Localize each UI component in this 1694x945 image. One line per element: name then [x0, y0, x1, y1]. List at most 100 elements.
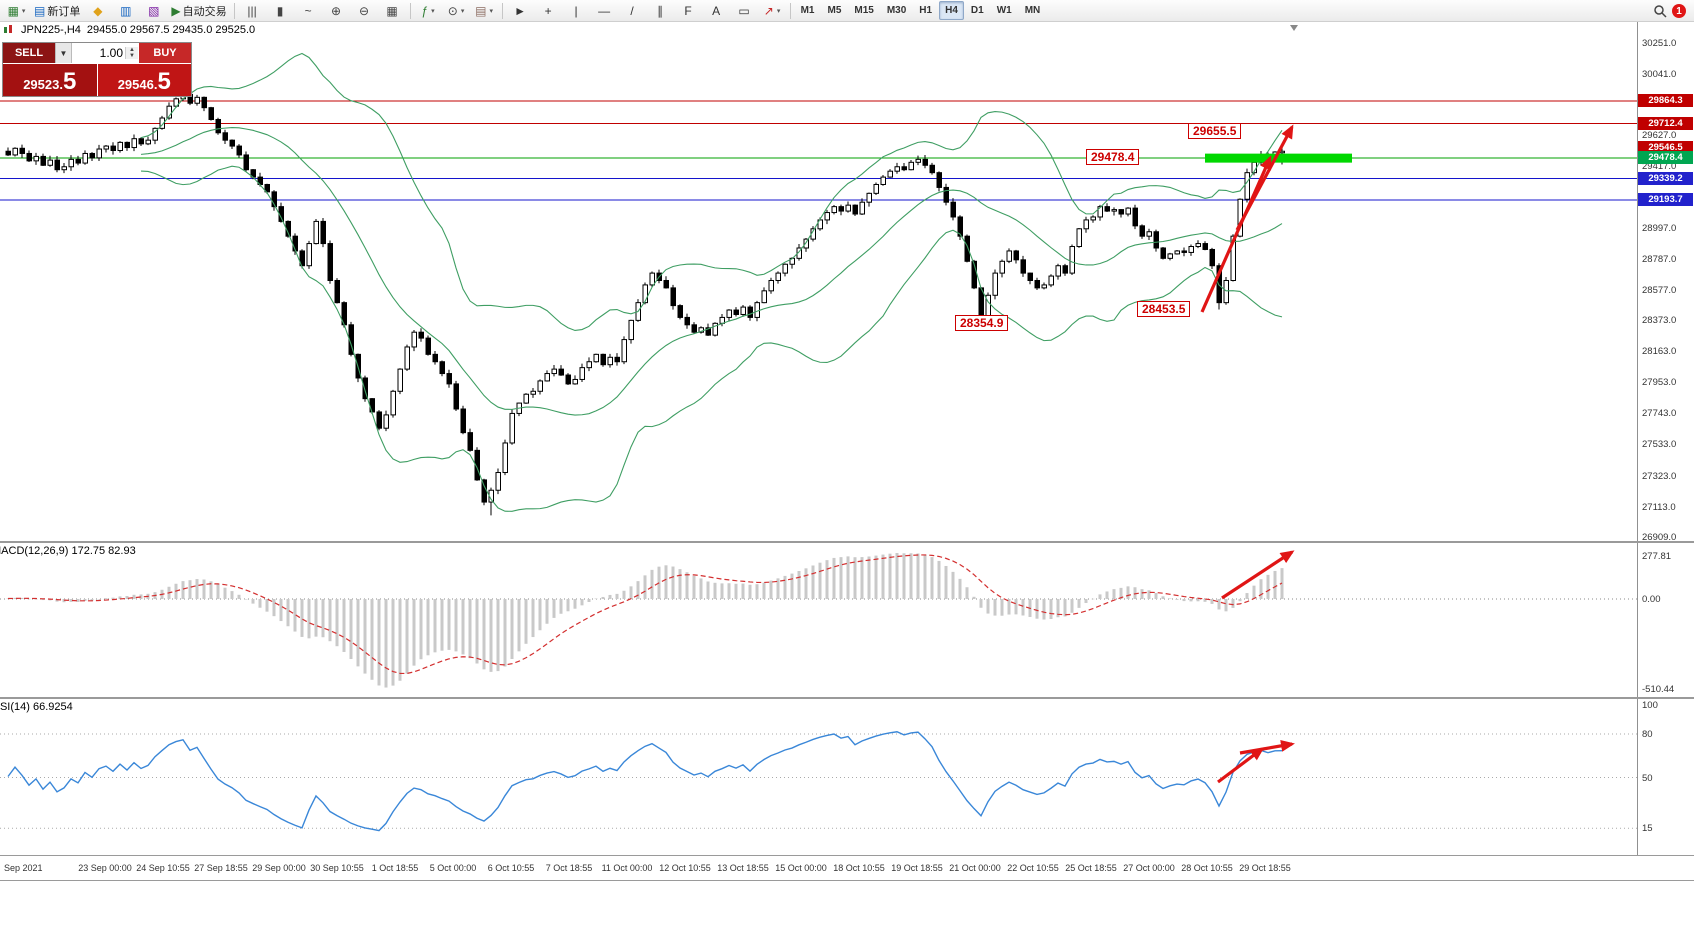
main-chart-panel[interactable] — [0, 22, 1637, 541]
candle — [999, 260, 1005, 274]
indicators-icon[interactable]: ƒ ▾ — [421, 3, 435, 18]
macd-rsi-splitter[interactable] — [0, 697, 1694, 699]
macd-histogram-bar — [475, 599, 479, 664]
candlestick-chart-icon[interactable]: ▮ — [276, 3, 284, 18]
price-annotation-label[interactable]: 28453.5 — [1137, 300, 1191, 317]
zoom-in-icon[interactable]: ⊕ — [331, 3, 342, 18]
zoom-out-icon[interactable]: ⊖ — [359, 3, 370, 18]
text-icon[interactable]: A — [712, 3, 721, 18]
navigator-icon[interactable]: ▧ — [148, 3, 160, 18]
macd-histogram-bar — [202, 579, 206, 599]
tile-windows-icon[interactable]: ▦ — [386, 3, 398, 18]
price-annotation-label[interactable]: 29478.4 — [1086, 149, 1140, 166]
candle — [152, 127, 158, 141]
horizontal-line-icon[interactable]: — — [598, 3, 611, 18]
volume-field: ▲ ▼ — [72, 43, 138, 63]
time-axis[interactable]: Sep 2021 23 Sep 00:00 24 Sep 10:55 27 Sep 1… — [0, 856, 1694, 880]
trend-arrow[interactable] — [1200, 155, 1272, 313]
data-window-icon[interactable]: ▥ — [120, 3, 132, 18]
macd-histogram-bar — [727, 583, 731, 599]
price-axis[interactable]: 30251.030041.029627.029417.029207.028997… — [1637, 22, 1694, 880]
candle — [691, 324, 697, 333]
trend-arrow[interactable] — [1221, 550, 1295, 600]
candle — [474, 449, 480, 481]
price-axis-tick: 27113.0 — [1642, 501, 1676, 513]
trendline-icon[interactable]: / — [630, 3, 634, 18]
macd-histogram-bar — [1063, 599, 1067, 617]
channel-icon[interactable]: ∥ — [657, 3, 664, 18]
timeframe-m1[interactable]: M1 — [800, 5, 815, 16]
time-axis-label: 27 Sep 18:55 — [194, 863, 248, 873]
new-order-button[interactable]: ▤ 新订单 — [34, 3, 81, 18]
crosshair-icon[interactable]: + — [544, 3, 552, 18]
timeframe-m15[interactable]: M15 — [854, 5, 874, 16]
search-icon[interactable] — [1653, 4, 1667, 18]
price-annotation-label[interactable]: 29655.5 — [1188, 122, 1242, 139]
candle — [1048, 275, 1054, 286]
template-icon[interactable]: ▤ ▾ — [475, 3, 493, 18]
sell-price-button[interactable]: 29523. 5 — [3, 64, 98, 96]
trend-arrow[interactable] — [1217, 747, 1265, 784]
candle — [1020, 259, 1026, 274]
chart-shift-marker[interactable] — [1290, 25, 1298, 31]
periods-icon[interactable]: ⊙ ▾ — [447, 3, 465, 18]
candle — [425, 337, 431, 355]
macd-panel[interactable] — [0, 543, 1637, 697]
volume-decrease-button[interactable]: ▼ — [126, 53, 138, 59]
candle — [530, 390, 536, 395]
chart-symbol-period: JPN225-,H4 — [21, 24, 81, 36]
bar-chart-icon[interactable]: ||| — [247, 3, 257, 18]
candle — [971, 260, 977, 289]
volume-input[interactable] — [72, 46, 125, 60]
order-type-dropdown[interactable]: ▼ — [55, 43, 72, 63]
macd-axis-tick: 277.81 — [1642, 551, 1672, 562]
macd-histogram-bar — [776, 578, 780, 599]
timeframe-m30[interactable]: M30 — [886, 5, 907, 16]
timeframe-d1[interactable]: D1 — [970, 5, 984, 16]
macd-histogram-bar — [1189, 599, 1193, 602]
fibonacci-icon[interactable]: F — [684, 3, 692, 18]
buy-price-button[interactable]: 29546. 5 — [97, 64, 191, 96]
timeframe-h4[interactable]: H4 — [939, 1, 964, 20]
timeframe-m5[interactable]: M5 — [827, 5, 842, 16]
autotrading-button[interactable]: ▶ 自动交易 — [171, 3, 227, 18]
candle — [1055, 265, 1061, 277]
buy-label[interactable]: BUY — [138, 43, 191, 63]
timeframe-mn[interactable]: MN — [1024, 5, 1041, 16]
macd-histogram-bar — [531, 599, 535, 638]
label-icon[interactable]: ▭ — [738, 3, 750, 18]
macd-histogram-bar — [594, 598, 598, 600]
timeframe-w1[interactable]: W1 — [996, 5, 1012, 16]
candle — [509, 412, 515, 444]
support-zone-bar[interactable] — [1205, 153, 1352, 163]
cursor-icon[interactable]: ► — [514, 3, 527, 18]
trend-arrow[interactable] — [1235, 124, 1294, 231]
price-annotation-label[interactable]: 28354.9 — [955, 315, 1009, 332]
macd-histogram-bar — [902, 553, 906, 599]
trend-arrow[interactable] — [1239, 739, 1295, 755]
main-macd-splitter[interactable] — [0, 541, 1694, 543]
timeframe-h1[interactable]: H1 — [919, 5, 933, 16]
macd-histogram-bar — [426, 599, 430, 656]
macd-histogram-bar — [419, 599, 423, 660]
macd-histogram-bar — [468, 599, 472, 659]
arrows-icon[interactable]: ↗ ▾ — [763, 3, 781, 18]
buy-price-pips: 5 — [157, 68, 171, 95]
candle — [40, 155, 46, 166]
candle — [271, 191, 277, 208]
macd-histogram-bar — [398, 599, 402, 681]
candle — [495, 472, 501, 491]
time-axis-label: 25 Oct 18:55 — [1065, 863, 1117, 873]
candle — [383, 414, 389, 429]
notification-badge[interactable]: 1 — [1672, 4, 1686, 18]
market-watch-icon[interactable]: ◆ — [93, 3, 103, 18]
new-chart-icon[interactable]: ▦ ▾ — [7, 3, 26, 18]
volume-increase-button[interactable]: ▲ — [126, 47, 138, 53]
line-chart-icon[interactable]: ~ — [304, 3, 312, 18]
sell-label[interactable]: SELL — [3, 43, 55, 63]
macd-histogram-bar — [307, 599, 311, 639]
rsi-panel[interactable] — [0, 699, 1637, 855]
vertical-line-icon[interactable]: | — [574, 3, 578, 18]
candle — [229, 139, 235, 147]
macd-histogram-bar — [818, 562, 822, 599]
